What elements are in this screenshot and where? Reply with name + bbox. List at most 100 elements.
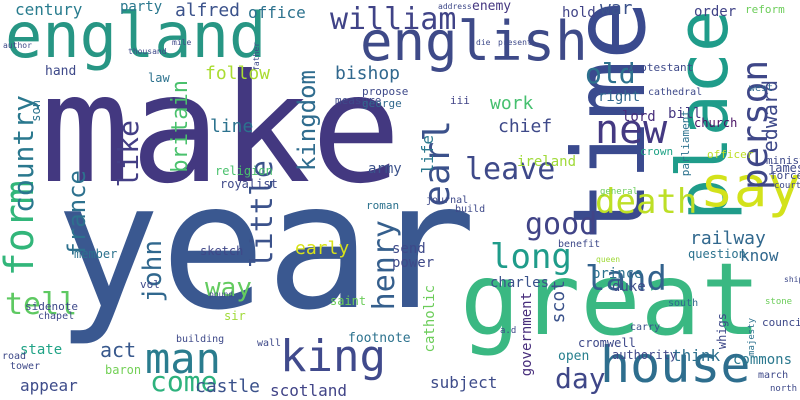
cloud-word: scotland bbox=[270, 381, 348, 400]
cloud-word: commons bbox=[733, 352, 793, 368]
cloud-word: officer bbox=[707, 148, 754, 161]
cloud-word: church bbox=[694, 116, 738, 130]
cloud-word: whigs bbox=[715, 313, 729, 350]
cloud-word: die bbox=[476, 38, 491, 47]
cloud-word: propose bbox=[362, 85, 409, 98]
cloud-word: pound bbox=[209, 290, 234, 299]
cloud-word: road bbox=[2, 351, 27, 362]
cloud-word: year bbox=[55, 146, 477, 349]
cloud-word: cathedral bbox=[648, 87, 703, 98]
cloud-word: hold bbox=[562, 5, 596, 21]
cloud-word: parliament bbox=[679, 110, 692, 177]
cloud-word: life bbox=[418, 135, 437, 174]
cloud-word: sir bbox=[224, 309, 246, 323]
cloud-word: question bbox=[688, 247, 746, 261]
cloud-word: member bbox=[74, 247, 118, 261]
cloud-word: france bbox=[63, 170, 91, 257]
cloud-word: author bbox=[3, 41, 32, 50]
cloud-word: sidenote bbox=[25, 300, 78, 313]
cloud-word: john bbox=[138, 240, 168, 303]
cloud-word: think bbox=[672, 346, 721, 365]
cloud-word: leave bbox=[465, 152, 556, 187]
cloud-word: a.d bbox=[500, 326, 517, 336]
cloud-word: railway bbox=[690, 228, 766, 249]
cloud-word: line bbox=[210, 116, 254, 137]
cloud-word: present bbox=[498, 38, 532, 47]
cloud-word: south bbox=[668, 298, 699, 309]
cloud-word: like bbox=[112, 120, 145, 188]
cloud-word: vol bbox=[140, 278, 160, 291]
cloud-word: general bbox=[600, 187, 638, 197]
cloud-word: saint bbox=[330, 294, 367, 308]
cloud-word: duke bbox=[612, 279, 646, 295]
cloud-word: george bbox=[362, 97, 402, 110]
cloud-word: lord bbox=[622, 109, 656, 125]
cloud-word: building bbox=[176, 334, 225, 345]
cloud-word: queen bbox=[596, 255, 621, 264]
cloud-word: prince bbox=[592, 266, 643, 282]
cloud-word: majesty bbox=[747, 318, 757, 356]
cloud-word: death bbox=[595, 182, 698, 222]
cloud-word: mile bbox=[172, 38, 192, 47]
cloud-word: bill bbox=[668, 106, 702, 122]
cloud-word: house bbox=[600, 336, 751, 394]
cloud-word: minister bbox=[766, 154, 800, 167]
cloud-word: roman bbox=[366, 199, 400, 212]
cloud-word: english bbox=[360, 10, 588, 73]
cloud-word: stone bbox=[765, 297, 793, 307]
cloud-word: west bbox=[749, 83, 774, 94]
cloud-word: royalist bbox=[220, 177, 278, 191]
cloud-word: come bbox=[150, 365, 218, 398]
cloud-word: alfred bbox=[175, 0, 241, 21]
cloud-word: tower bbox=[10, 361, 41, 372]
cloud-word: government bbox=[519, 292, 535, 377]
cloud-word: religion bbox=[215, 164, 273, 178]
cloud-word: william bbox=[330, 2, 457, 37]
cloud-word: crown bbox=[640, 145, 674, 158]
cloud-word: son bbox=[29, 100, 43, 122]
cloud-word: ship bbox=[784, 275, 800, 284]
cloud-word: land bbox=[585, 259, 667, 299]
cloud-word: act bbox=[100, 338, 137, 362]
cloud-word: sketch bbox=[200, 244, 244, 258]
cloud-word: bishop bbox=[335, 63, 401, 84]
cloud-word: britain bbox=[168, 80, 193, 173]
cloud-word: hand bbox=[45, 64, 77, 79]
cloud-word: great bbox=[460, 241, 762, 358]
cloud-word: castle bbox=[195, 376, 261, 397]
cloud-word: day bbox=[555, 362, 606, 395]
cloud-word: authority bbox=[612, 348, 678, 362]
cloud-word: march bbox=[758, 370, 789, 381]
cloud-word: james bbox=[768, 161, 800, 175]
cloud-word: war bbox=[600, 0, 633, 19]
cloud-word: baron bbox=[105, 363, 142, 377]
cloud-word: state bbox=[20, 342, 63, 358]
cloud-word: iii bbox=[450, 94, 470, 107]
cloud-word: early bbox=[295, 238, 350, 259]
cloud-word: enemy bbox=[472, 0, 512, 14]
cloud-word: kingdom bbox=[293, 70, 321, 172]
cloud-word: make bbox=[40, 43, 402, 217]
cloud-word: north bbox=[770, 384, 798, 394]
cloud-word: new bbox=[595, 107, 668, 153]
cloud-word: ireland bbox=[517, 154, 577, 170]
cloud-word: scot bbox=[548, 280, 569, 324]
cloud-word: know bbox=[740, 246, 779, 265]
cloud-word: court bbox=[774, 181, 800, 191]
cloud-word: power bbox=[392, 255, 435, 271]
cloud-word: party bbox=[120, 0, 163, 15]
cloud-word: chief bbox=[498, 116, 553, 137]
cloud-word: protestant bbox=[627, 61, 694, 74]
cloud-word: journal bbox=[426, 195, 469, 206]
cloud-word: thousand bbox=[128, 47, 167, 56]
cloud-word: law bbox=[148, 71, 170, 85]
cloud-word: appear bbox=[20, 376, 78, 395]
cloud-word: catholic bbox=[422, 285, 438, 353]
cloud-word: footnote bbox=[348, 331, 411, 346]
cloud-word: charles bbox=[490, 275, 550, 291]
cloud-word: right bbox=[598, 89, 641, 105]
cloud-word: benefit bbox=[558, 239, 601, 250]
cloud-word: reform bbox=[745, 3, 785, 16]
cloud-word: council bbox=[762, 316, 800, 329]
